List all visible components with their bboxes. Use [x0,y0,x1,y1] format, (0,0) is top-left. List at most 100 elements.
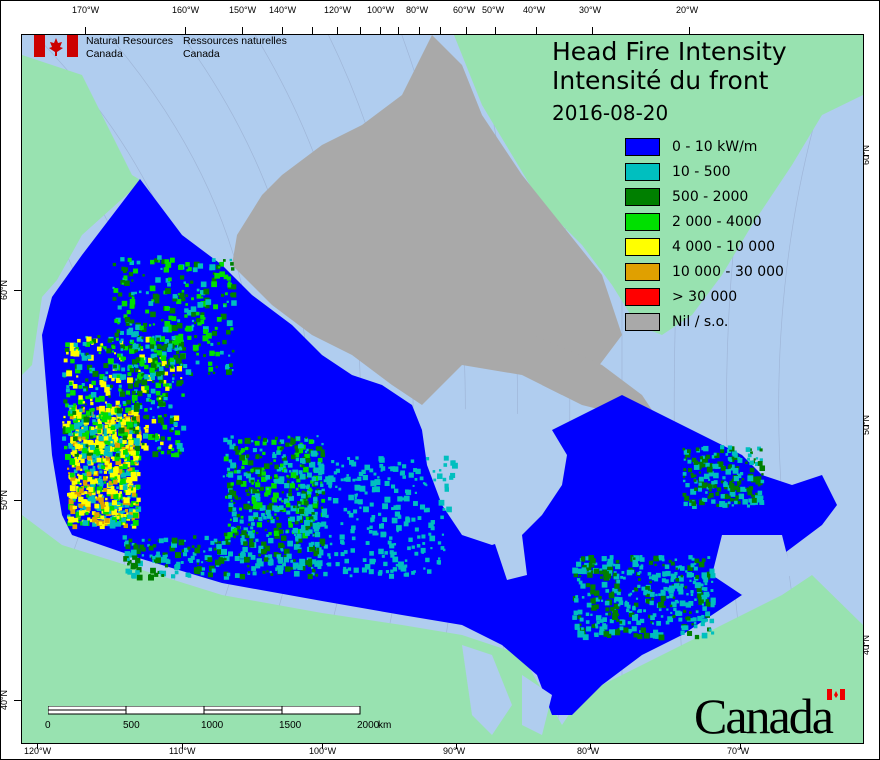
raster-cell [746,504,750,508]
raster-cell [150,375,155,380]
raster-cell [272,451,276,455]
raster-cell [226,320,233,327]
raster-cell [634,613,639,618]
raster-cell [259,456,263,459]
map-canvas[interactable]: Natural Resources Canada Ressources natur… [21,34,864,744]
raster-cell [89,398,93,402]
raster-cell [242,546,248,553]
raster-cell [171,380,174,383]
raster-cell [369,468,374,473]
raster-cell [687,449,691,454]
raster-cell [156,344,162,349]
raster-cell [308,542,313,547]
raster-cell [309,545,315,552]
raster-cell [703,473,710,480]
raster-cell [87,477,93,482]
raster-cell [668,559,672,563]
raster-cell [309,509,315,515]
raster-cell [285,566,291,572]
raster-cell [123,523,128,529]
raster-cell [105,391,111,396]
raster-cell [173,415,180,421]
raster-cell [317,565,322,570]
raster-cell [585,620,590,624]
raster-cell [315,490,318,493]
raster-cell [266,491,271,496]
raster-cell [263,557,269,562]
raster-cell [675,577,680,582]
raster-cell [759,448,763,452]
raster-cell [133,389,138,394]
raster-cell [755,476,762,483]
raster-cell [278,542,284,549]
raster-cell [101,489,104,492]
raster-cell [749,460,754,466]
raster-cell [638,609,642,613]
canada-flag-icon [827,689,845,700]
raster-cell [690,472,694,476]
raster-cell [83,388,87,392]
raster-cell [640,627,646,633]
raster-cell [85,395,89,400]
raster-cell [82,401,86,404]
raster-cell [239,481,244,485]
raster-cell [690,590,694,594]
raster-cell [578,568,583,574]
raster-cell [210,540,215,545]
raster-cell [709,618,715,624]
raster-cell [141,336,144,339]
raster-cell [180,377,183,380]
raster-cell [692,617,697,622]
raster-cell [150,567,156,574]
raster-cell [94,503,100,509]
raster-cell [245,454,250,458]
raster-cell [364,563,371,570]
raster-cell [288,518,292,522]
raster-cell [108,374,113,379]
raster-cell [99,447,103,452]
raster-cell [261,471,266,476]
raster-cell [127,514,132,520]
raster-cell [120,356,125,361]
raster-cell [613,572,617,577]
raster-cell [243,472,248,477]
raster-cell [701,572,707,578]
raster-cell [281,508,286,513]
raster-cell [262,441,267,446]
raster-cell [251,498,258,504]
raster-cell [219,271,226,277]
raster-cell [111,515,114,518]
raster-cell [70,509,76,515]
raster-cell [348,494,354,501]
raster-cell [618,596,621,600]
raster-cell [240,480,247,487]
raster-cell [100,449,105,454]
raster-cell [161,360,167,367]
raster-cell [354,484,361,491]
raster-cell [127,372,132,377]
raster-cell [141,554,145,557]
raster-cell [395,563,399,567]
raster-cell [191,324,195,328]
raster-cell [436,560,441,565]
raster-cell [269,516,274,520]
raster-cell [116,515,120,519]
raster-cell [116,408,123,414]
raster-cell [136,506,139,509]
raster-cell [715,492,720,496]
raster-cell [694,634,700,640]
raster-cell [665,620,670,625]
raster-cell [283,548,290,555]
raster-cell [266,487,269,491]
raster-cell [285,502,291,508]
raster-cell [722,476,726,480]
raster-cell [76,419,81,423]
raster-cell [185,325,192,332]
raster-cell [269,570,272,574]
raster-cell [113,503,120,510]
raster-cell [110,338,114,342]
raster-cell [277,568,284,574]
raster-cell [327,476,330,479]
raster-cell [200,315,205,320]
raster-cell [163,414,167,418]
